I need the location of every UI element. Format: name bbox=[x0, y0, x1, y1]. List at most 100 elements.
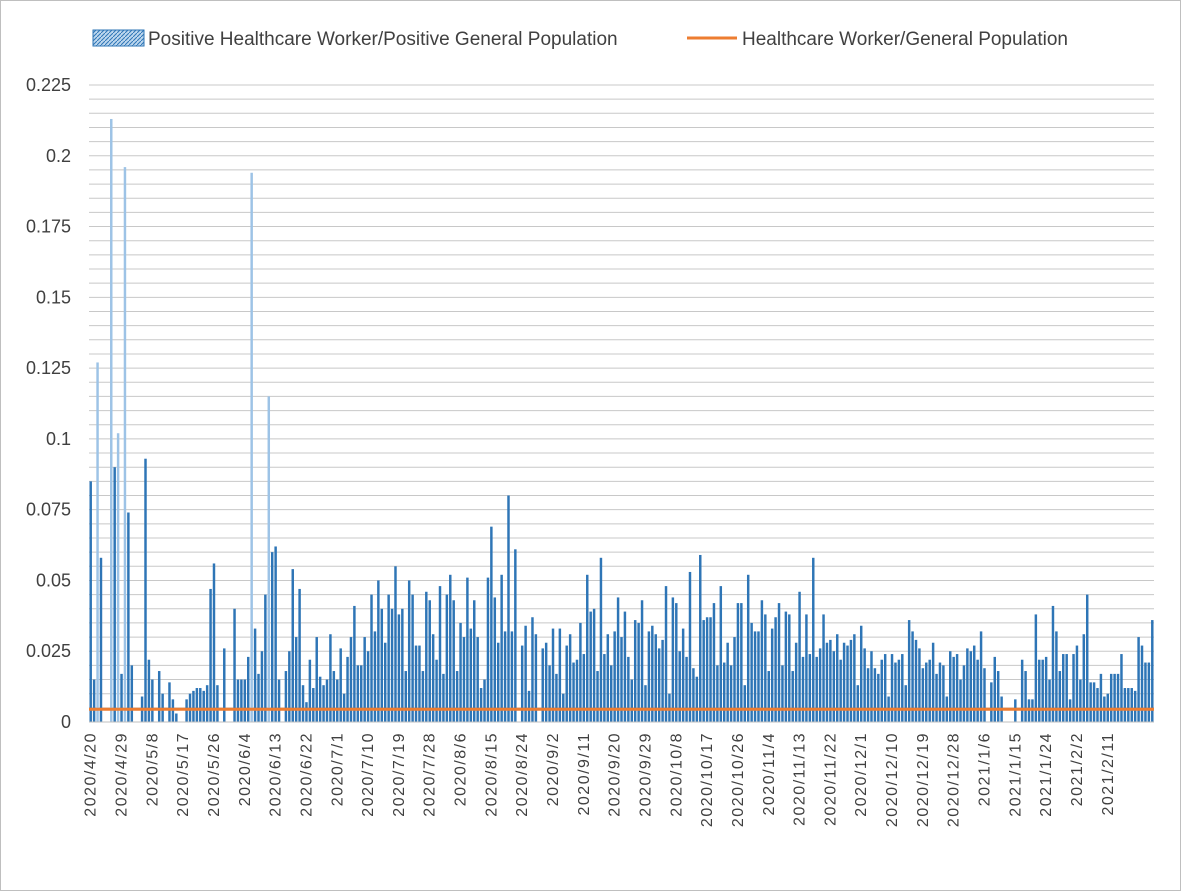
y-tick-label: 0.125 bbox=[26, 358, 71, 378]
bar bbox=[548, 665, 551, 722]
bar bbox=[996, 671, 1000, 722]
bar bbox=[592, 608, 596, 722]
x-tick-label: 2020/5/17 bbox=[175, 732, 192, 817]
bar bbox=[572, 662, 575, 722]
x-tick-label: 2020/9/2 bbox=[545, 732, 562, 806]
bar bbox=[788, 614, 791, 722]
bar bbox=[736, 603, 740, 722]
bar bbox=[596, 671, 599, 722]
bar bbox=[438, 586, 442, 722]
bar bbox=[479, 688, 483, 722]
x-tick-label: 2020/7/19 bbox=[391, 732, 408, 817]
x-tick-label: 2020/5/26 bbox=[206, 732, 223, 817]
bar bbox=[1058, 671, 1062, 722]
bar bbox=[96, 362, 99, 722]
bar bbox=[798, 591, 801, 722]
bar bbox=[719, 586, 723, 722]
bar bbox=[880, 659, 883, 722]
bar bbox=[976, 659, 979, 722]
bar bbox=[192, 690, 195, 722]
bar bbox=[305, 702, 308, 722]
bar bbox=[1072, 654, 1075, 722]
bar bbox=[661, 639, 664, 722]
bar bbox=[490, 526, 493, 722]
bar bbox=[856, 685, 860, 722]
x-tick-label: 2020/6/22 bbox=[298, 732, 315, 817]
bar bbox=[1137, 637, 1140, 722]
bar bbox=[322, 685, 325, 722]
bar bbox=[568, 634, 572, 722]
bar bbox=[1099, 673, 1103, 722]
legend-bar-label: Positive Healthcare Worker/Positive Gene… bbox=[148, 29, 618, 50]
bar bbox=[380, 608, 384, 722]
bar bbox=[147, 659, 151, 722]
bar bbox=[524, 625, 527, 722]
bar bbox=[1120, 654, 1123, 722]
bar bbox=[606, 634, 610, 722]
bar bbox=[746, 574, 750, 722]
x-tick-label: 2020/4/29 bbox=[114, 732, 131, 817]
bar bbox=[870, 651, 873, 722]
bar bbox=[1144, 662, 1147, 722]
bar bbox=[705, 617, 709, 722]
bar bbox=[336, 679, 339, 722]
x-tick-label: 2020/7/28 bbox=[422, 732, 439, 817]
bar bbox=[901, 654, 904, 722]
bar bbox=[849, 639, 853, 722]
bar bbox=[514, 549, 517, 722]
bar bbox=[918, 648, 921, 722]
bar bbox=[801, 656, 805, 722]
bar bbox=[873, 668, 877, 722]
bar bbox=[589, 611, 592, 722]
bar bbox=[346, 656, 349, 722]
bar bbox=[832, 651, 836, 722]
y-tick-label: 0.175 bbox=[26, 217, 71, 237]
x-tick-label: 2020/12/19 bbox=[915, 732, 932, 827]
bar bbox=[808, 654, 812, 722]
bar bbox=[469, 628, 473, 722]
bar bbox=[966, 648, 969, 722]
bar bbox=[349, 637, 353, 722]
bar bbox=[493, 597, 497, 722]
y-tick-label: 0.05 bbox=[36, 570, 71, 590]
x-tick-label: 2020/11/13 bbox=[792, 732, 809, 826]
bar bbox=[151, 679, 154, 722]
bar bbox=[428, 600, 431, 722]
bar bbox=[904, 685, 907, 722]
bar bbox=[613, 631, 616, 722]
bar bbox=[199, 688, 202, 722]
bar bbox=[387, 594, 390, 722]
x-tick-label: 2021/1/24 bbox=[1038, 732, 1055, 817]
bar bbox=[195, 688, 199, 722]
bar bbox=[699, 554, 702, 722]
bar bbox=[723, 662, 726, 722]
x-tick-label: 2020/7/10 bbox=[360, 732, 377, 817]
bar bbox=[767, 671, 770, 722]
bar bbox=[822, 614, 825, 722]
bar bbox=[842, 642, 846, 722]
bar bbox=[1116, 673, 1120, 722]
bar bbox=[113, 467, 116, 722]
bar bbox=[582, 654, 586, 722]
bar bbox=[250, 172, 253, 722]
bar bbox=[685, 656, 688, 722]
bar bbox=[1092, 682, 1096, 722]
bar bbox=[223, 648, 226, 722]
bar bbox=[455, 671, 459, 722]
bar bbox=[459, 622, 462, 722]
legend-line-label: Healthcare Worker/General Population bbox=[742, 29, 1068, 50]
bar bbox=[678, 651, 681, 722]
bar bbox=[702, 620, 705, 722]
bar bbox=[942, 665, 945, 722]
bar bbox=[1051, 605, 1055, 722]
x-tick-label: 2020/9/20 bbox=[607, 732, 624, 817]
bar bbox=[318, 676, 322, 722]
x-tick-label: 2021/1/15 bbox=[1007, 732, 1024, 817]
bar bbox=[360, 665, 363, 722]
bar bbox=[1024, 671, 1027, 722]
bar bbox=[770, 628, 774, 722]
bar bbox=[726, 642, 729, 722]
bar bbox=[127, 512, 130, 722]
bar bbox=[962, 665, 966, 722]
bar bbox=[431, 634, 435, 722]
